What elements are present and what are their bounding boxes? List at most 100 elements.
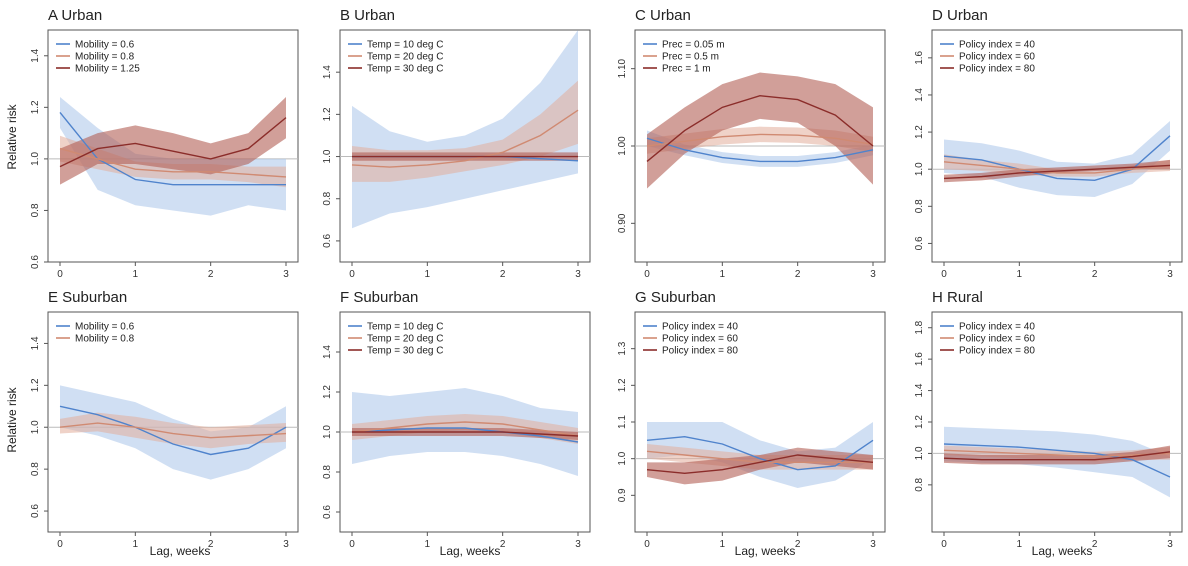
x-tick-label-c: 3	[870, 269, 876, 280]
legend-label-g-1: Policy index = 40	[662, 322, 738, 333]
series-line-c-1	[646, 137, 874, 163]
legend-label-h-1: Policy index = 40	[959, 322, 1035, 333]
legend-label-a-2: Mobility = 0.8	[75, 52, 135, 63]
y-tick-label-d: 0.6	[914, 236, 925, 250]
y-tick-label-b: 0.6	[322, 234, 333, 248]
y-tick-label-e: 0.8	[30, 462, 41, 476]
y-tick-label-h: 0.8	[914, 477, 925, 491]
legend-label-f-1: Temp = 10 deg C	[367, 322, 443, 333]
y-tick-label-a: 0.8	[30, 203, 41, 217]
y-tick-label-a: 1.4	[30, 48, 41, 62]
series-line-h-2	[943, 449, 1171, 458]
y-tick-label-h: 1.8	[914, 320, 925, 334]
y-tick-label-g: 1.3	[617, 341, 628, 355]
x-tick-label-h: 3	[1167, 539, 1173, 550]
series-line-h-3	[943, 451, 1171, 461]
x-tick-label-c: 1	[720, 269, 726, 280]
panel-f: F Suburban 0.6 0.8 1.0 1.2 1.4 0 1 2 3 Temp = 10 d…	[322, 289, 591, 550]
series-line-a-2	[59, 147, 287, 178]
x-axis-label-f: Lag, weeks	[440, 544, 501, 558]
panel-title-c: C Urban	[635, 7, 691, 24]
x-tick-label-b: 2	[500, 269, 506, 280]
series-line-g-1	[646, 435, 874, 471]
ci-band-f-3	[352, 428, 578, 440]
x-tick-label-a: 2	[208, 269, 214, 280]
panel-b: B Urban 0.6 0.8 1.0 1.2 1.4 0 1 2 3 Temp = 10 deg …	[322, 7, 591, 280]
legend-label-d-2: Policy index = 60	[959, 52, 1035, 63]
series-line-e-2	[59, 422, 287, 439]
legend-label-c-3: Prec = 1 m	[662, 64, 711, 75]
x-tick-label-b: 1	[425, 269, 431, 280]
legend-label-d-1: Policy index = 40	[959, 40, 1035, 51]
x-tick-label-h: 0	[941, 539, 947, 550]
legend-label-g-2: Policy index = 60	[662, 334, 738, 345]
y-tick-label-d: 1.0	[914, 162, 925, 176]
legend-label-d-3: Policy index = 80	[959, 64, 1035, 75]
y-tick-label-b: 1.0	[322, 149, 333, 163]
y-tick-label-f: 1.0	[322, 425, 333, 439]
x-tick-label-b: 3	[575, 269, 581, 280]
x-tick-label-d: 3	[1167, 269, 1173, 280]
y-tick-label-f: 1.4	[322, 345, 333, 359]
x-tick-label-g: 1	[720, 539, 726, 550]
series-line-c-2	[646, 133, 874, 147]
panel-title-h: H Rural	[932, 289, 983, 306]
x-tick-label-e: 1	[133, 539, 139, 550]
panel-title-g: G Suburban	[635, 289, 716, 306]
plot-frame-f	[339, 311, 591, 533]
y-tick-label-e: 0.6	[30, 504, 41, 518]
y-tick-label-c: 1.00	[617, 136, 628, 156]
plot-frame-b	[339, 29, 591, 263]
ci-band-e-2	[60, 412, 286, 449]
ci-band-c-3	[647, 72, 873, 189]
x-tick-label-a: 0	[57, 269, 63, 280]
legend-label-g-3: Policy index = 80	[662, 346, 738, 357]
y-tick-label-g: 1.1	[617, 415, 628, 429]
legend-label-h-2: Policy index = 60	[959, 334, 1035, 345]
ci-band-a-3	[60, 97, 286, 185]
y-tick-label-d: 0.8	[914, 199, 925, 213]
panel-g: G Suburban 0.9 1.0 1.1 1.2 1.3 0 1 2 3 Policy inde…	[617, 289, 886, 550]
legend-label-f-2: Temp = 20 deg C	[367, 334, 443, 345]
y-tick-label-a: 1.2	[30, 100, 41, 114]
x-tick-label-d: 2	[1092, 269, 1098, 280]
y-axis-label-bottom: Relative risk	[5, 386, 19, 452]
y-tick-label-h: 1.0	[914, 446, 925, 460]
x-tick-label-h: 1	[1017, 539, 1023, 550]
series-line-f-3	[352, 431, 579, 437]
legend-label-a-3: Mobility = 1.25	[75, 64, 140, 75]
series-line-h-1	[943, 443, 1171, 478]
y-tick-label-h: 1.2	[914, 415, 925, 429]
y-tick-label-f: 1.2	[322, 385, 333, 399]
y-tick-label-c: 1.10	[617, 58, 628, 78]
panel-title-e: E Suburban	[48, 289, 127, 306]
legend-label-b-3: Temp = 30 deg C	[367, 64, 443, 75]
series-line-d-3	[943, 164, 1171, 180]
ci-band-a-2	[60, 135, 286, 188]
x-tick-label-c: 2	[795, 269, 801, 280]
series-line-g-3	[646, 454, 874, 475]
x-tick-label-e: 2	[208, 539, 214, 550]
panel-title-a: A Urban	[48, 7, 102, 24]
panel-title-d: D Urban	[932, 7, 988, 24]
legend-label-a-1: Mobility = 0.6	[75, 40, 135, 51]
panel-title-b: B Urban	[340, 7, 395, 24]
series-line-b-2	[351, 109, 579, 168]
panel-a: A Urban 0.6 0.8 1.0 1.2 1.4 0 1 2 3 Mobility = 0.6…	[30, 7, 299, 280]
y-axis-label-top: Relative risk	[5, 103, 19, 169]
series-line-e-1	[59, 405, 287, 456]
y-tick-label-f: 0.6	[322, 505, 333, 519]
x-tick-label-a: 3	[283, 269, 289, 280]
series-line-f-2	[351, 421, 579, 437]
legend-label-b-2: Temp = 20 deg C	[367, 52, 443, 63]
x-tick-label-c: 0	[644, 269, 650, 280]
x-tick-label-b: 0	[349, 269, 355, 280]
x-tick-label-d: 1	[1017, 269, 1023, 280]
x-tick-label-g: 0	[644, 539, 650, 550]
series-line-f-1	[351, 427, 579, 443]
